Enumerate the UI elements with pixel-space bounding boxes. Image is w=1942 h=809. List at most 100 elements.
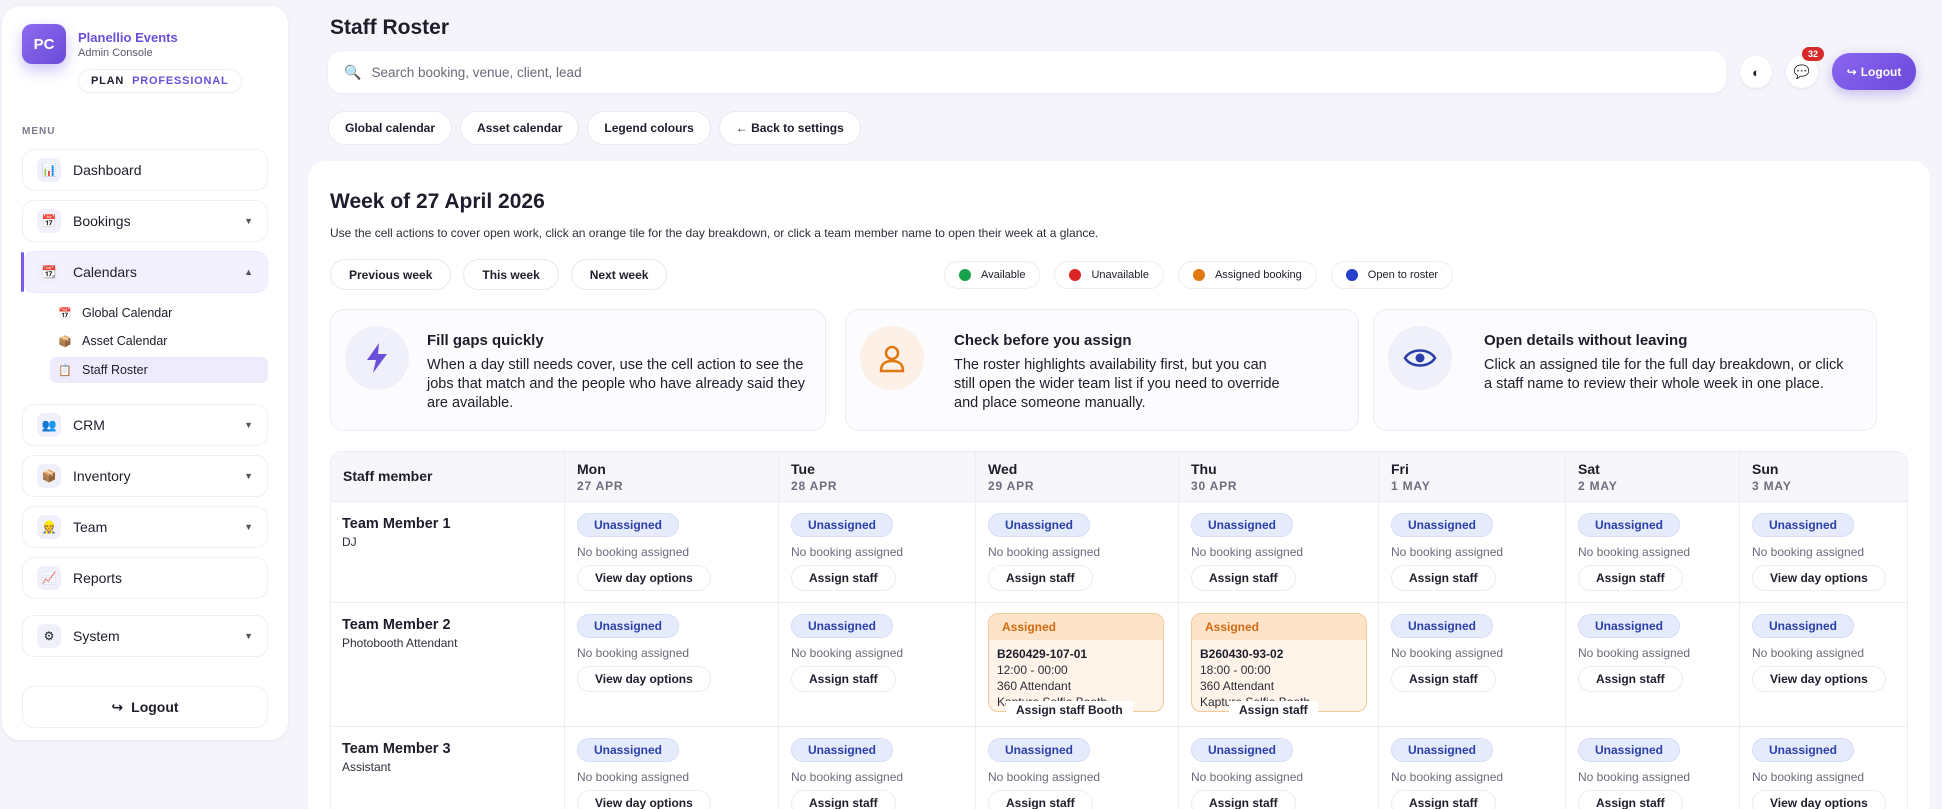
staff-column-header: Staff member bbox=[331, 452, 565, 502]
assign-staff-button[interactable]: Assign staff bbox=[1191, 565, 1296, 591]
day-name: Fri bbox=[1391, 461, 1409, 477]
assigned-label: Assigned bbox=[1192, 614, 1366, 640]
status-badge: Unassigned bbox=[791, 738, 894, 762]
no-booking-text: No booking assigned bbox=[577, 545, 690, 559]
booking-reference: B260429-107-01 bbox=[997, 647, 1088, 661]
clipboard-icon: 📋 bbox=[58, 364, 72, 377]
tip-title: Open details without leaving bbox=[1484, 332, 1688, 349]
assign-staff-button[interactable]: Assign staff bbox=[1229, 701, 1318, 719]
sidebar-subitem-staff-roster[interactable]: 📋 Staff Roster bbox=[50, 357, 268, 383]
booking-time: 18:00 - 00:00 bbox=[1200, 663, 1271, 677]
sidebar-item-team[interactable]: 👷 Team ▼ bbox=[22, 506, 268, 548]
day-header-sun: Sun 3 MAY bbox=[1740, 452, 1907, 502]
search-input[interactable] bbox=[371, 64, 1672, 80]
staff-cell: Team Member 2 Photobooth Attendant bbox=[331, 603, 565, 726]
status-dot bbox=[1192, 269, 1205, 281]
next-week-button[interactable]: Next week bbox=[570, 259, 668, 290]
assign-staff-button[interactable]: Assign staff bbox=[791, 666, 896, 692]
day-date: 2 MAY bbox=[1578, 479, 1618, 493]
status-badge: Unassigned bbox=[1752, 513, 1855, 537]
global-calendar-link[interactable]: Global calendar bbox=[328, 111, 453, 145]
roster-cell: Unassigned No booking assigned Assign staf… bbox=[976, 502, 1179, 602]
assign-staff-button[interactable]: Assign staff bbox=[1578, 790, 1683, 809]
tip-card-fill-gaps: Fill gaps quickly When a day still needs… bbox=[330, 309, 826, 431]
status-badge: Unassigned bbox=[791, 513, 894, 537]
users-icon: 👥 bbox=[37, 413, 61, 437]
roster-cell: Unassigned No booking assigned Assign staf… bbox=[779, 502, 976, 602]
staff-name-link[interactable]: Team Member 3 bbox=[342, 741, 451, 757]
roster-cell: Unassigned No booking assigned View day op… bbox=[1740, 603, 1907, 726]
sidebar-item-calendars[interactable]: 📆 Calendars ▲ bbox=[21, 251, 268, 293]
status-badge: Unassigned bbox=[988, 513, 1091, 537]
this-week-button[interactable]: This week bbox=[463, 259, 559, 290]
previous-week-button[interactable]: Previous week bbox=[330, 259, 452, 290]
theme-toggle-button[interactable]: ◐ bbox=[1740, 56, 1772, 88]
roster-row: Team Member 3 Assistant Unassigned No boo… bbox=[331, 727, 1907, 809]
header-logout-label: Logout bbox=[1860, 64, 1902, 79]
roster-cell: Unassigned No booking assigned Assign staf… bbox=[976, 727, 1179, 809]
assign-staff-button[interactable]: Assign staff bbox=[1391, 666, 1496, 692]
assigned-booking-tile[interactable]: Assigned B260429-107-01 12:00 - 00:00 36… bbox=[988, 613, 1164, 712]
sidebar-subitem-asset-calendar[interactable]: 📦 Asset Calendar bbox=[50, 328, 268, 354]
legend-label: Assigned booking bbox=[1214, 269, 1302, 281]
booking-reference: B260430-93-02 bbox=[1200, 647, 1284, 661]
view-day-options-button[interactable]: View day options bbox=[577, 666, 711, 692]
assigned-booking-tile[interactable]: Assigned B260430-93-02 18:00 - 00:00 360… bbox=[1191, 613, 1367, 712]
roster-table: Staff member Mon 27 APR Tue 28 APR Wed 29 A… bbox=[330, 451, 1908, 809]
view-day-options-button[interactable]: View day options bbox=[577, 790, 711, 809]
notifications-button[interactable]: 💬 bbox=[1786, 56, 1818, 88]
assign-staff-button[interactable]: Assign staff bbox=[1191, 790, 1296, 809]
roster-cell: Unassigned No booking assigned Assign staf… bbox=[1566, 603, 1740, 726]
assign-staff-button[interactable]: Assign staff bbox=[988, 790, 1093, 809]
assign-staff-button[interactable]: Assign staff bbox=[988, 565, 1093, 591]
view-day-options-button[interactable]: View day options bbox=[1752, 666, 1886, 692]
assign-staff-button[interactable]: Assign staff Booth bbox=[1006, 701, 1133, 719]
day-header-tue: Tue 28 APR bbox=[779, 452, 976, 502]
search-bar[interactable]: 🔍 bbox=[328, 51, 1726, 93]
day-header-mon: Mon 27 APR bbox=[565, 452, 779, 502]
tip-body: When a day still needs cover, use the ce… bbox=[427, 357, 806, 411]
view-day-options-button[interactable]: View day options bbox=[577, 565, 711, 591]
sidebar-logout-button[interactable]: ↪ Logout bbox=[22, 686, 268, 728]
sidebar-item-label: Dashboard bbox=[73, 162, 142, 178]
view-day-options-button[interactable]: View day options bbox=[1752, 790, 1886, 809]
legend-open: Open to roster bbox=[1330, 261, 1454, 289]
roster-cell: Unassigned No booking assigned Assign staf… bbox=[1179, 502, 1379, 602]
header-logout-button[interactable]: ↪ Logout bbox=[1832, 53, 1916, 90]
asset-calendar-link[interactable]: Asset calendar bbox=[460, 111, 580, 145]
view-day-options-button[interactable]: View day options bbox=[1752, 565, 1886, 591]
sidebar-item-system[interactable]: ⚙ System ▼ bbox=[22, 615, 268, 657]
staff-role: Assistant bbox=[342, 760, 391, 774]
staff-name-link[interactable]: Team Member 2 bbox=[342, 617, 451, 633]
sidebar-item-crm[interactable]: 👥 CRM ▼ bbox=[22, 404, 268, 446]
sidebar-item-label: Inventory bbox=[73, 468, 131, 484]
logout-icon: ↪ bbox=[1846, 64, 1857, 79]
sidebar-subitem-global-calendar[interactable]: 📅 Global Calendar bbox=[50, 300, 268, 326]
sidebar-item-reports[interactable]: 📈 Reports bbox=[22, 557, 268, 599]
staff-cell: Team Member 1 DJ bbox=[331, 502, 565, 602]
chat-icon: 💬 bbox=[1793, 64, 1811, 79]
roster-cell: Unassigned No booking assigned Assign staf… bbox=[1379, 603, 1566, 726]
brand-logo: PC bbox=[22, 24, 66, 64]
chevron-down-icon: ▼ bbox=[244, 216, 253, 226]
status-badge: Unassigned bbox=[577, 513, 680, 537]
day-name: Wed bbox=[988, 461, 1018, 477]
no-booking-text: No booking assigned bbox=[1752, 545, 1865, 559]
status-badge: Unassigned bbox=[1191, 738, 1294, 762]
assign-staff-button[interactable]: Assign staff bbox=[1391, 565, 1496, 591]
back-to-settings-link[interactable]: ← Back to settings bbox=[718, 111, 861, 145]
legend-colours-link[interactable]: Legend colours bbox=[587, 111, 711, 145]
sidebar-item-label: Calendars bbox=[73, 264, 137, 280]
assign-staff-button[interactable]: Assign staff bbox=[1578, 565, 1683, 591]
staff-name-link[interactable]: Team Member 1 bbox=[342, 516, 451, 532]
gear-icon: ⚙ bbox=[37, 624, 61, 648]
status-badge: Unassigned bbox=[1191, 513, 1294, 537]
assign-staff-button[interactable]: Assign staff bbox=[1391, 790, 1496, 809]
sidebar-item-bookings[interactable]: 📅 Bookings ▼ bbox=[22, 200, 268, 242]
assign-staff-button[interactable]: Assign staff bbox=[791, 565, 896, 591]
assign-staff-button[interactable]: Assign staff bbox=[791, 790, 896, 809]
assign-staff-button[interactable]: Assign staff bbox=[1578, 666, 1683, 692]
sidebar-item-dashboard[interactable]: 📊 Dashboard bbox=[22, 149, 268, 191]
roster-cell: Unassigned No booking assigned Assign staf… bbox=[1566, 727, 1740, 809]
sidebar-item-inventory[interactable]: 📦 Inventory ▼ bbox=[22, 455, 268, 497]
